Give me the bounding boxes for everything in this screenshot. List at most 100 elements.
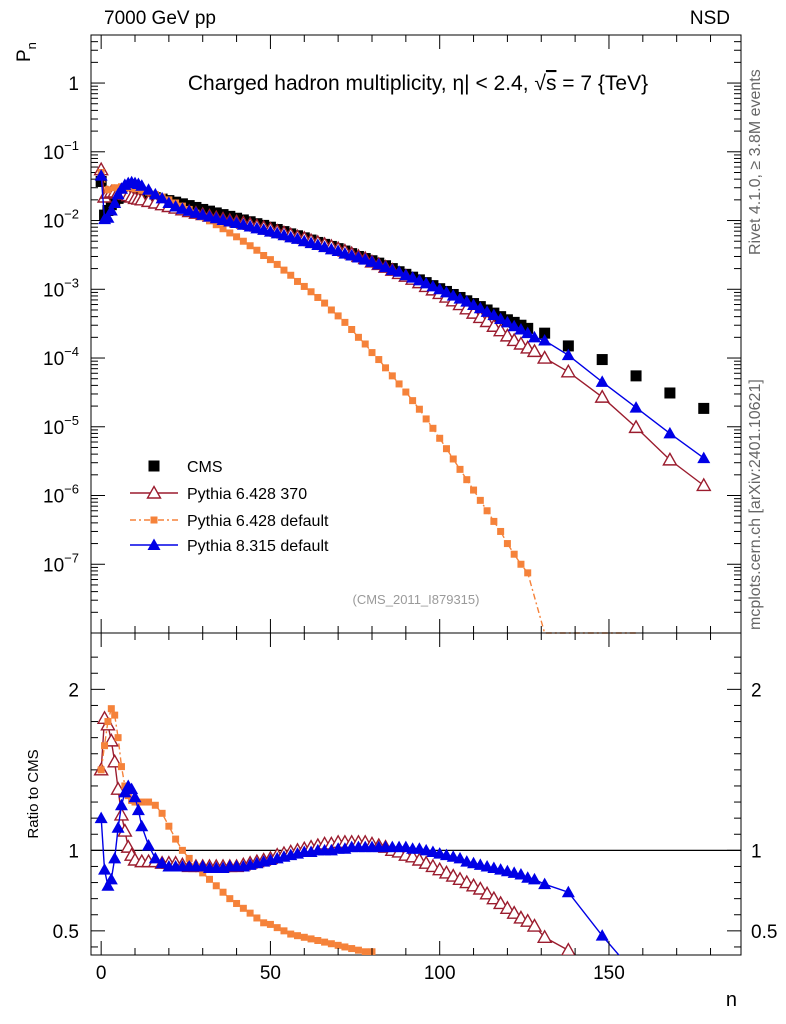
data-point [536,350,553,364]
data-point [219,888,227,896]
data-point [110,781,126,795]
data-point [490,517,498,525]
beam-energy-label: 7000 GeV pp [104,8,216,29]
data-point [375,356,383,364]
data-point [226,895,234,903]
data-point [266,256,274,264]
data-point [148,851,162,864]
data-point [629,401,643,413]
data-point [499,327,516,342]
data-point [483,507,491,515]
data-point [273,260,281,268]
data-point [361,340,369,348]
data-point [253,246,261,254]
data-point [212,221,220,229]
data-point [560,363,577,378]
x-tick-label: 50 [260,963,281,984]
data-point [662,451,678,466]
data-point [526,343,543,358]
data-point [341,943,349,951]
data-point [538,877,552,890]
data-point [138,798,146,806]
data-point [266,920,274,928]
data-point [513,336,529,350]
data-point [239,237,247,245]
data-point [178,846,186,854]
data-point [148,460,160,472]
data-point [106,753,123,768]
data-point [494,312,508,324]
data-point [300,282,308,290]
data-point [479,885,495,900]
x-tick-label: 0 [96,963,107,984]
data-point [514,322,528,335]
data-point [664,387,676,399]
ratio-y-tick-label: 2 [68,680,79,701]
series-py8 [94,169,711,464]
rivet-version-label: Rivet 4.1.0, ≥ 3.8M events [747,69,764,255]
data-point [300,933,308,941]
data-point [341,318,349,326]
data-point [117,763,125,771]
x-tick-label: 150 [593,963,625,984]
data-point [142,839,156,851]
data-point [361,948,369,955]
data-point [287,271,295,279]
data-point [321,299,329,307]
data-point [354,333,362,341]
data-point [463,476,471,484]
data-point [472,881,489,895]
series-line [100,172,637,634]
data-point [199,869,207,877]
data-point [503,540,511,548]
data-point [111,184,119,192]
data-point [97,766,105,774]
data-point [436,434,444,442]
data-point [165,822,173,830]
data-point [151,801,159,809]
data-point [111,821,125,833]
ratio-y-tick-label-right: 0.5 [751,922,777,943]
data-point [162,196,176,208]
data-point [246,242,254,250]
data-point [260,252,268,260]
y-tick-label: 10−2 [43,207,79,233]
y-tick-label: 10−1 [43,138,79,164]
ratio-y-tick-label-right: 2 [751,680,762,701]
data-point [294,277,302,285]
data-point [473,301,487,314]
data-point [94,169,108,181]
data-point [101,742,109,750]
data-point [172,835,180,843]
data-point [422,415,430,423]
y-tick-label: 1 [68,74,79,95]
series-py8 [94,779,620,955]
data-point [379,260,393,273]
y-tick-label: 10−7 [43,550,79,576]
legend-label: Pythia 8.315 default [187,538,329,555]
data-point [287,930,295,938]
data-point [131,803,145,816]
data-point [348,325,356,333]
data-point [334,312,342,320]
data-point [562,340,574,352]
data-point [307,288,315,296]
data-point [135,819,149,832]
data-point [698,402,710,414]
data-point [135,179,149,191]
data-point [426,279,440,292]
data-point [442,445,450,453]
data-point [630,370,642,382]
data-point [108,196,122,208]
data-point [470,486,478,494]
ratio-frame [90,632,742,956]
data-point [524,569,532,577]
y-tick-label: 10−4 [43,344,79,370]
data-point [500,315,514,328]
data-point [107,705,115,713]
data-point [146,485,162,499]
data-point [104,872,118,885]
data-point [429,424,437,432]
data-point [104,186,112,194]
